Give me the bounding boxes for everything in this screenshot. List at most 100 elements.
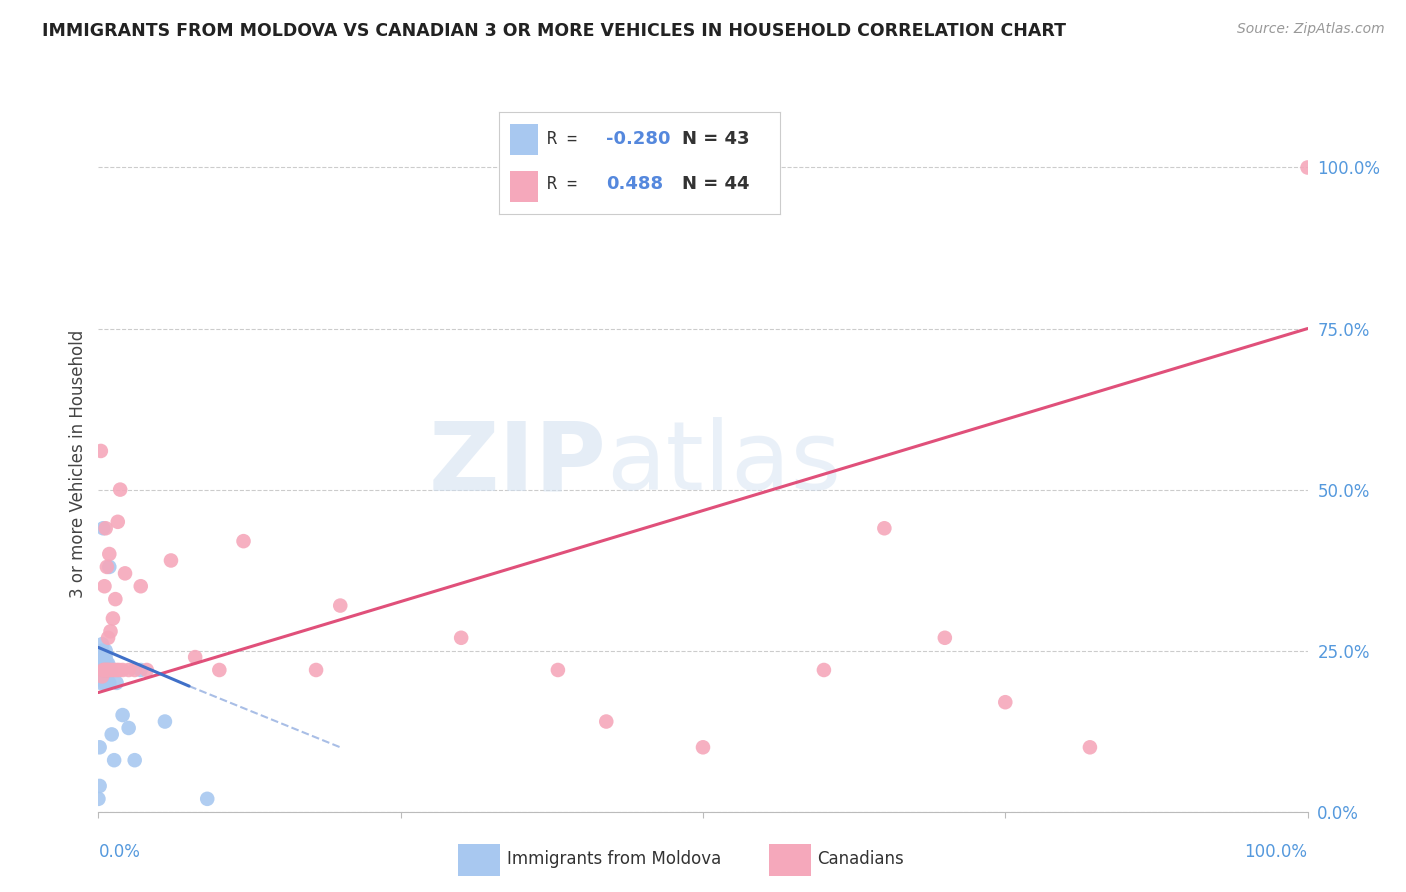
Point	[873, 521, 896, 535]
Point	[93, 663, 115, 677]
Point	[103, 753, 125, 767]
Point	[96, 657, 118, 671]
Point	[91, 669, 114, 683]
Point	[124, 753, 146, 767]
Point	[90, 676, 112, 690]
Point	[96, 560, 118, 574]
Point	[90, 650, 112, 665]
Point	[232, 534, 254, 549]
Point	[93, 650, 115, 665]
Point	[90, 444, 112, 458]
Point	[87, 792, 110, 806]
Point	[98, 547, 121, 561]
Text: R =: R =	[547, 129, 586, 148]
Point	[96, 663, 118, 677]
Point	[97, 663, 120, 677]
Point	[100, 663, 122, 677]
Point	[89, 740, 111, 755]
Bar	[769, 844, 811, 876]
Text: 100.0%: 100.0%	[1244, 843, 1308, 861]
Point	[547, 663, 569, 677]
Point	[91, 663, 114, 677]
Point	[91, 663, 114, 677]
Point	[94, 643, 117, 657]
Point	[94, 657, 117, 671]
Point	[89, 779, 111, 793]
Text: R =: R =	[547, 175, 598, 193]
Point	[91, 657, 114, 671]
Point	[90, 663, 112, 677]
Point	[90, 669, 112, 683]
Point	[1078, 740, 1101, 755]
Point	[111, 708, 134, 723]
Point	[93, 663, 115, 677]
Point	[105, 676, 128, 690]
Point	[934, 631, 956, 645]
Point	[1296, 161, 1319, 175]
Point	[450, 631, 472, 645]
Point	[98, 560, 121, 574]
Point	[94, 521, 117, 535]
Bar	[510, 124, 538, 154]
Point	[100, 624, 122, 639]
Point	[91, 663, 114, 677]
Point	[96, 669, 118, 683]
Point	[118, 721, 141, 735]
Point	[101, 611, 124, 625]
Text: N = 44: N = 44	[682, 175, 749, 193]
Point	[97, 631, 120, 645]
Point	[91, 637, 114, 651]
Text: N = 43: N = 43	[682, 129, 749, 148]
Text: ZIP: ZIP	[429, 417, 606, 510]
Point	[100, 727, 122, 741]
Point	[96, 663, 118, 677]
Point	[100, 663, 122, 677]
Text: 0.488: 0.488	[606, 175, 664, 193]
Point	[111, 663, 134, 677]
Point	[105, 663, 128, 677]
Point	[813, 663, 835, 677]
Point	[129, 579, 152, 593]
Point	[305, 663, 328, 677]
Text: Immigrants from Moldova: Immigrants from Moldova	[508, 849, 721, 868]
Point	[129, 663, 152, 677]
Point	[93, 579, 115, 593]
Point	[184, 650, 207, 665]
Point	[93, 676, 115, 690]
Point	[118, 663, 141, 677]
Text: atlas: atlas	[606, 417, 841, 510]
Point	[91, 669, 114, 683]
Point	[195, 792, 218, 806]
Point	[114, 566, 136, 581]
Point	[94, 663, 117, 677]
Point	[97, 657, 120, 671]
Point	[98, 676, 121, 690]
Point	[692, 740, 714, 755]
Point	[160, 553, 183, 567]
Point	[98, 663, 121, 677]
Point	[107, 515, 129, 529]
Point	[97, 663, 120, 677]
Point	[91, 521, 114, 535]
Point	[91, 650, 114, 665]
Point	[103, 663, 125, 677]
Point	[108, 663, 131, 677]
Point	[135, 663, 157, 677]
Text: Source: ZipAtlas.com: Source: ZipAtlas.com	[1237, 22, 1385, 37]
Point	[94, 663, 117, 677]
Point	[208, 663, 231, 677]
Point	[329, 599, 352, 613]
Bar	[510, 171, 538, 202]
Point	[93, 669, 115, 683]
Point	[91, 650, 114, 665]
Text: -0.280: -0.280	[606, 129, 671, 148]
Y-axis label: 3 or more Vehicles in Household: 3 or more Vehicles in Household	[69, 330, 87, 598]
Text: 0.0%: 0.0%	[98, 843, 141, 861]
Point	[124, 663, 146, 677]
Bar	[458, 844, 501, 876]
Text: Canadians: Canadians	[817, 849, 904, 868]
Point	[595, 714, 617, 729]
Point	[94, 650, 117, 665]
Point	[104, 592, 127, 607]
Point	[108, 483, 131, 497]
